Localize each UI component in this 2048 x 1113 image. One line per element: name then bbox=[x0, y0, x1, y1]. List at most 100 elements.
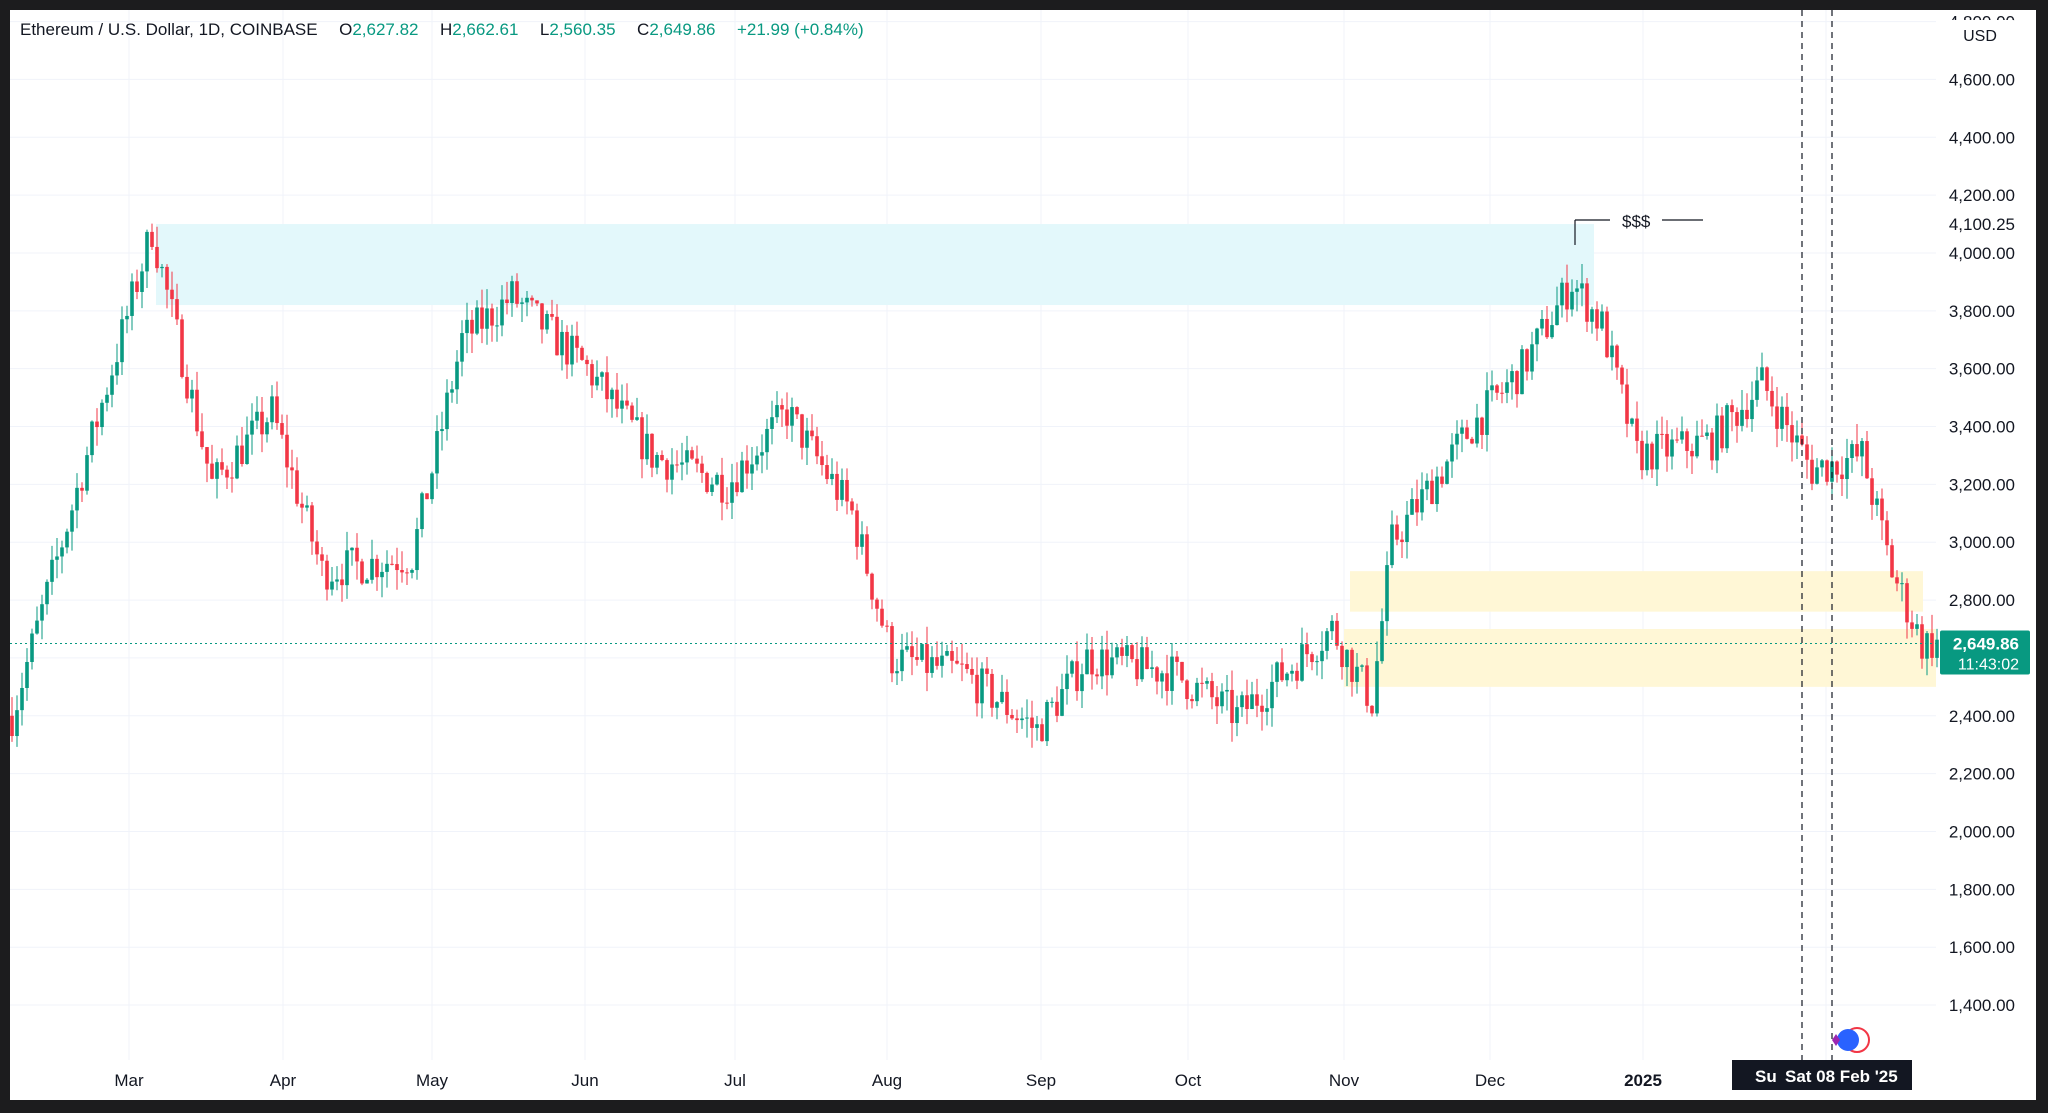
candle-body bbox=[1435, 476, 1439, 505]
candle-body bbox=[305, 505, 309, 508]
candle-body bbox=[870, 573, 874, 600]
candle-body bbox=[1040, 724, 1044, 742]
candle-body bbox=[815, 436, 819, 457]
candle-body bbox=[20, 687, 24, 711]
candle-body bbox=[265, 422, 269, 435]
candle-body bbox=[1135, 659, 1139, 680]
candle-body bbox=[1720, 415, 1724, 449]
candle-body bbox=[945, 651, 949, 656]
candle-body bbox=[595, 376, 599, 386]
candle-body bbox=[310, 505, 314, 542]
candle-body bbox=[370, 558, 374, 580]
candle-body bbox=[275, 396, 279, 424]
y-tick-label: 2,000.00 bbox=[1949, 822, 2015, 841]
candle-body bbox=[180, 319, 184, 377]
candle-body bbox=[1430, 480, 1434, 505]
candle-body bbox=[770, 417, 774, 429]
candle-body bbox=[705, 472, 709, 492]
candle-body bbox=[490, 308, 494, 326]
candle-body bbox=[1090, 649, 1094, 675]
candle-body bbox=[1595, 309, 1599, 329]
candle-body bbox=[935, 657, 939, 666]
candle-body bbox=[1445, 461, 1449, 484]
y-tick-label: 4,000.00 bbox=[1949, 244, 2015, 263]
candle-body bbox=[160, 266, 164, 269]
candle-body bbox=[1055, 701, 1059, 716]
candle-body bbox=[1485, 390, 1489, 435]
candle-body bbox=[1695, 435, 1699, 457]
candle-body bbox=[460, 333, 464, 362]
candle-body bbox=[940, 655, 944, 666]
candle-body bbox=[900, 649, 904, 672]
candle-body bbox=[50, 559, 54, 582]
candle-body bbox=[70, 510, 74, 532]
candle-body bbox=[1215, 697, 1219, 707]
candle-body bbox=[140, 271, 144, 292]
candle-body bbox=[1475, 417, 1479, 444]
candle-body bbox=[1885, 520, 1889, 546]
candle-body bbox=[1750, 399, 1754, 420]
y-tick-label: 1,600.00 bbox=[1949, 938, 2015, 957]
candle-body bbox=[515, 281, 519, 304]
candle-body bbox=[560, 331, 564, 356]
candle-body bbox=[1770, 390, 1774, 407]
y-tick-label: 1,400.00 bbox=[1949, 996, 2015, 1015]
candle-body bbox=[820, 456, 824, 466]
zone-support-upper bbox=[1350, 571, 1923, 612]
chart-frame[interactable]: 1,400.00 1,600.00 1,800.00 2,000.00 2,200.00… bbox=[10, 10, 2036, 1100]
y-tick-label: 2,200.00 bbox=[1949, 765, 2015, 784]
candle-body bbox=[365, 579, 369, 584]
candle-body bbox=[455, 361, 459, 390]
candle-body bbox=[1830, 461, 1834, 482]
candle-body bbox=[15, 710, 19, 737]
candle-body bbox=[1355, 666, 1359, 682]
candle-body bbox=[390, 563, 394, 565]
x-tick-label: Jul bbox=[724, 1071, 746, 1090]
candle-body bbox=[1300, 644, 1304, 681]
candle-body bbox=[990, 673, 994, 708]
candle-body bbox=[1890, 545, 1894, 578]
candle-body bbox=[895, 671, 899, 674]
candle-body bbox=[985, 668, 989, 674]
x-tick-label: Mar bbox=[114, 1071, 144, 1090]
candle-body bbox=[1350, 649, 1354, 682]
price-chart[interactable]: 1,400.00 1,600.00 1,800.00 2,000.00 2,200.00… bbox=[10, 10, 2036, 1100]
candle-body bbox=[1855, 444, 1859, 457]
candle-body bbox=[960, 663, 964, 665]
candle-body bbox=[1780, 406, 1784, 429]
candle-body bbox=[1745, 409, 1749, 420]
candle-body bbox=[235, 445, 239, 479]
candle-body bbox=[1470, 438, 1474, 444]
candle-body bbox=[185, 376, 189, 399]
y-tick-label: 2,400.00 bbox=[1949, 707, 2015, 726]
candle-body bbox=[1295, 670, 1299, 681]
currency-button[interactable]: USD bbox=[1943, 20, 2017, 54]
x-tick-label: Apr bbox=[270, 1071, 297, 1090]
candle-body bbox=[200, 431, 204, 448]
candle-body bbox=[715, 474, 719, 485]
candle-body bbox=[805, 430, 809, 448]
candle-body bbox=[220, 462, 224, 470]
y-tick-label: 3,400.00 bbox=[1949, 418, 2015, 437]
candle-body bbox=[1615, 345, 1619, 368]
candle-body bbox=[1815, 467, 1819, 484]
candle-body bbox=[1070, 661, 1074, 674]
candle-body bbox=[1545, 318, 1549, 338]
candle-body bbox=[1275, 662, 1279, 682]
candle-body bbox=[825, 465, 829, 480]
candle-body bbox=[445, 392, 449, 430]
candle-body bbox=[1425, 480, 1429, 490]
candle-body bbox=[765, 428, 769, 453]
candle-body bbox=[85, 455, 89, 491]
candle-body bbox=[410, 570, 414, 573]
candle-body bbox=[1860, 441, 1864, 457]
candle-body bbox=[665, 460, 669, 480]
candle-body bbox=[1415, 499, 1419, 513]
candle-body bbox=[1715, 415, 1719, 461]
candle-body bbox=[190, 389, 194, 399]
candle-body bbox=[1495, 385, 1499, 393]
candle-body bbox=[1620, 367, 1624, 385]
candle-body bbox=[1665, 433, 1669, 457]
candle-body bbox=[780, 405, 784, 410]
candle-body bbox=[1285, 673, 1289, 681]
